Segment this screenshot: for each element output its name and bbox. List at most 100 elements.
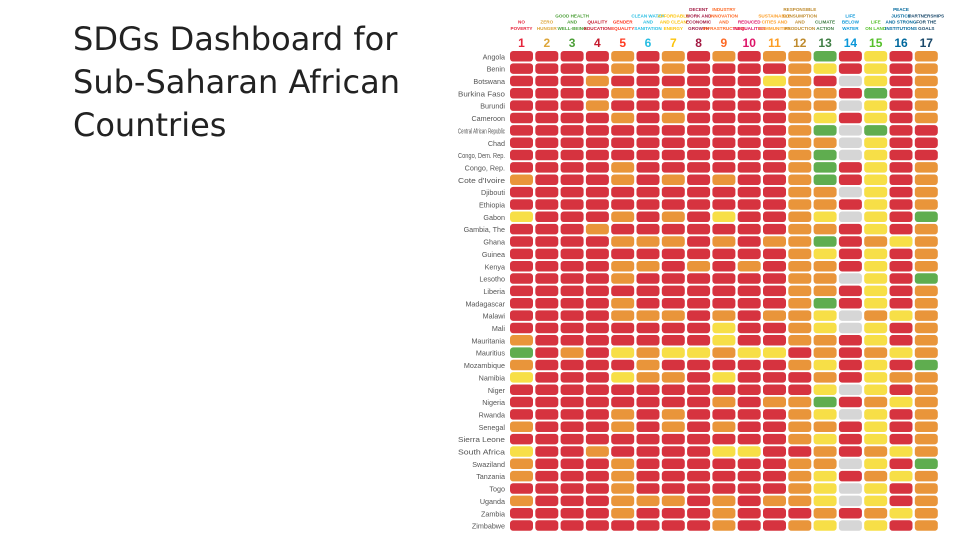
heatmap-cell [889,236,913,247]
heatmap-cell [687,149,711,161]
heatmap-cell [737,211,761,223]
heatmap-cell [763,112,786,124]
heatmap-cell [510,285,533,297]
heatmap-cell [687,359,711,371]
heatmap-cell [636,384,660,395]
heatmap-cell [914,149,938,161]
heatmap-cell [737,88,761,99]
heatmap-cell [636,273,660,284]
heatmap-cell [712,63,736,74]
heatmap-cell [889,174,913,185]
heatmap-cell [585,75,609,87]
heatmap-cell [914,458,938,470]
heatmap-cell [788,285,812,297]
heatmap-cell [687,137,711,148]
heatmap-cell [889,507,913,519]
heatmap-cell [914,446,938,457]
heatmap-cell [864,359,888,371]
heatmap-cell [788,248,812,260]
heatmap-cell [838,199,862,210]
heatmap-cell [763,125,786,136]
heatmap-cell [687,260,711,272]
heatmap-cell [813,298,837,309]
heatmap-cell [788,174,812,185]
country-label: Angola [483,52,505,61]
goal-6-label-line: AND [643,20,654,25]
heatmap-cell [636,211,660,223]
heatmap-cell [535,75,559,87]
heatmap-cell [636,162,660,173]
heatmap-cell [838,125,862,136]
heatmap-cell [510,298,533,309]
country-label: Botswana [473,77,505,86]
country-label: Benin [487,65,505,74]
heatmap-cell [712,409,736,420]
heatmap-cell [737,335,761,346]
heatmap-cell [560,458,584,470]
heatmap-cell [889,409,913,420]
heatmap-cell [838,137,862,148]
country-label: Cameroon [471,114,505,123]
heatmap-cell [712,298,736,309]
heatmap-cell [535,421,559,432]
heatmap-cell [788,137,812,148]
heatmap-cell [560,162,584,173]
heatmap-cell [535,335,559,346]
heatmap-cell [914,199,938,210]
heatmap-cell [864,347,888,358]
heatmap-cell [838,458,862,470]
heatmap-cell [763,310,786,321]
heatmap-cell [864,149,888,161]
heatmap-cell [737,51,761,62]
heatmap-cell [889,75,913,87]
goal-17-number: 17 [920,36,934,50]
heatmap-cell [813,507,837,519]
heatmap-cell [864,88,888,99]
heatmap-cell [611,285,635,297]
heatmap-cell [838,359,862,371]
heatmap-cell [889,248,913,260]
heatmap-cell [788,51,812,62]
heatmap-cell [636,495,660,507]
heatmap-cell [864,372,888,383]
heatmap-cell [585,433,609,445]
heatmap-cell [510,149,533,161]
heatmap-cell [510,162,533,173]
goal-13-number: 13 [818,36,832,50]
heatmap-cell [636,483,660,494]
heatmap-cell [687,211,711,223]
heatmap-cell [510,100,533,111]
heatmap-cell [585,174,609,185]
heatmap-cell [560,211,584,223]
heatmap-cell [636,174,660,185]
heatmap-cell [560,372,584,383]
country-label: Liberia [483,287,505,296]
heatmap-cell [914,100,938,111]
heatmap-cell [763,347,786,358]
heatmap-cell [687,223,711,235]
heatmap-cell [687,88,711,99]
heatmap-cell [914,248,938,260]
heatmap-cell [661,520,685,531]
heatmap-cell [636,149,660,161]
heatmap-cell [737,63,761,74]
heatmap-cell [535,88,559,99]
heatmap-cell [763,149,786,161]
heatmap-cell [585,483,609,494]
heatmap-cell [712,199,736,210]
goal-15-label-line: ON LAND [865,26,887,31]
heatmap-cell [763,335,786,346]
heatmap-cell [788,125,812,136]
heatmap-cell [763,137,786,148]
heatmap-cell [763,409,786,420]
heatmap-cell [636,248,660,260]
heatmap-cell [535,372,559,383]
goal-9-label-line: AND [719,20,730,25]
heatmap-cell [864,236,888,247]
heatmap-cell [914,273,938,284]
goal-7-label-line: ENERGY [664,26,683,31]
heatmap-cell [712,359,736,371]
heatmap-cell [813,100,837,111]
heatmap-cell [535,125,559,136]
heatmap-cell [788,347,812,358]
